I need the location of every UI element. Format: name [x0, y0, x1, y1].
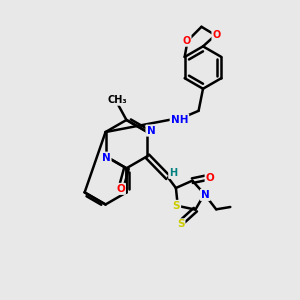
- Text: NH: NH: [171, 115, 188, 125]
- Text: N: N: [102, 153, 110, 163]
- Text: O: O: [116, 184, 125, 194]
- Text: CH₃: CH₃: [108, 95, 127, 105]
- Text: N: N: [201, 190, 210, 200]
- Text: N: N: [146, 126, 155, 136]
- Text: S: S: [177, 219, 184, 229]
- Text: S: S: [172, 201, 180, 211]
- Text: O: O: [212, 30, 221, 40]
- Text: H: H: [169, 168, 177, 178]
- Text: O: O: [206, 173, 214, 183]
- Text: O: O: [182, 36, 190, 46]
